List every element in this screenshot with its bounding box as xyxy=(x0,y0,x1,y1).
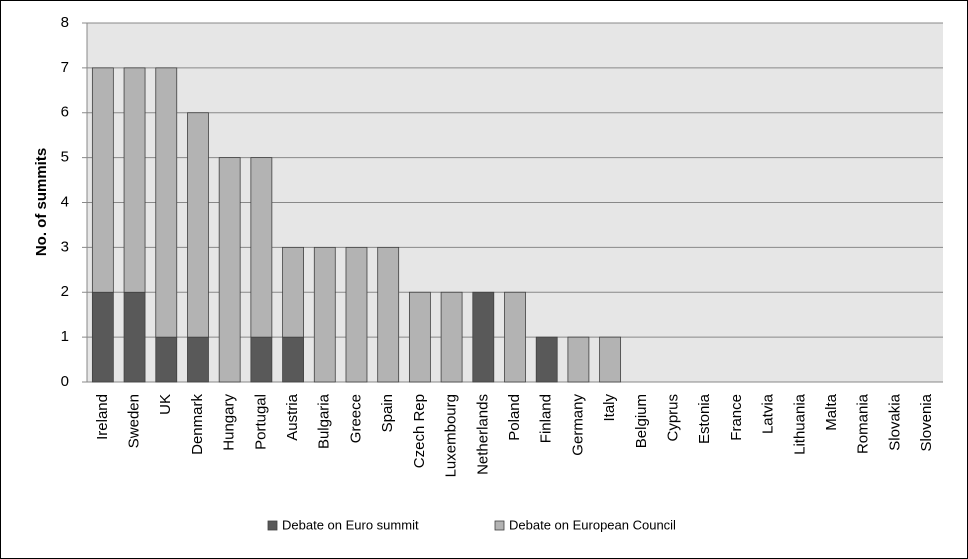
legend-label: Debate on Euro summit xyxy=(282,517,419,532)
x-tick-label: Estonia xyxy=(696,393,713,444)
bar-segment xyxy=(282,336,304,383)
x-tick-label: Italy xyxy=(601,394,618,422)
legend-label: Debate on European Council xyxy=(509,517,676,532)
x-tick-label: Finland xyxy=(538,394,555,443)
x-tick-label: Luxembourg xyxy=(443,394,460,477)
legend-swatch xyxy=(494,520,505,531)
bar-segment xyxy=(187,112,209,338)
bar-segment xyxy=(91,291,114,383)
x-tick-label: Malta xyxy=(823,393,840,430)
bar-segment xyxy=(567,336,590,383)
bar-segment xyxy=(250,336,273,383)
bar-segment xyxy=(250,157,273,338)
x-tick-label: Germany xyxy=(569,394,586,456)
bar-segment xyxy=(377,246,400,383)
x-tick-label: Netherlands xyxy=(474,394,491,475)
x-tick-label: France xyxy=(728,394,745,441)
bar-segment xyxy=(187,336,209,383)
x-tick-label: Cyprus xyxy=(664,394,681,442)
bar-segment xyxy=(282,246,304,338)
x-tick-label: UK xyxy=(157,394,174,415)
x-tick-label: Sweden xyxy=(126,394,143,448)
x-tick-label: Lithuania xyxy=(791,393,808,455)
bar-segment xyxy=(440,291,463,383)
x-tick-label: Austria xyxy=(284,393,301,440)
bar-segment xyxy=(504,291,526,383)
y-tick-label: 2 xyxy=(61,283,69,300)
bar-segment xyxy=(155,336,178,383)
x-tick-label: Hungary xyxy=(221,394,238,451)
y-tick-label: 0 xyxy=(61,373,69,390)
x-tick-label: Slovenia xyxy=(918,393,935,451)
x-tick-label: Belgium xyxy=(633,394,650,448)
bar-segment xyxy=(218,157,241,383)
bar-segment xyxy=(123,67,146,293)
bar-segment xyxy=(155,67,178,338)
bar-segment xyxy=(345,246,368,383)
x-tick-label: Ireland xyxy=(94,394,111,440)
bar-segment xyxy=(599,336,622,383)
x-tick-label: Portugal xyxy=(252,394,269,450)
x-tick-label: Denmark xyxy=(189,394,206,455)
x-tick-label: Poland xyxy=(506,394,523,441)
bar-segment xyxy=(313,246,336,383)
y-tick-label: 3 xyxy=(61,238,69,255)
y-tick-label: 5 xyxy=(61,149,69,166)
x-tick-label: Greece xyxy=(347,394,364,443)
y-tick-label: 4 xyxy=(61,193,69,210)
bar-segment xyxy=(123,291,146,383)
y-tick-label: 7 xyxy=(61,59,69,76)
x-tick-label: Slovakia xyxy=(886,393,903,450)
x-tick-label: Spain xyxy=(379,394,396,432)
bar-segment xyxy=(535,336,558,383)
y-tick-label: 6 xyxy=(61,104,69,121)
x-tick-label: Latvia xyxy=(760,393,777,434)
y-axis-title: No. of summits xyxy=(33,148,50,256)
x-tick-label: Bulgaria xyxy=(316,393,333,449)
bar-segment xyxy=(91,67,114,293)
bar-segment xyxy=(408,291,431,383)
y-tick-label: 1 xyxy=(61,328,69,345)
x-tick-label: Czech Rep xyxy=(411,394,428,468)
y-tick-label: 8 xyxy=(61,14,69,31)
x-tick-label: Romania xyxy=(855,393,872,454)
legend-swatch xyxy=(267,520,278,531)
bar-segment xyxy=(472,291,495,383)
